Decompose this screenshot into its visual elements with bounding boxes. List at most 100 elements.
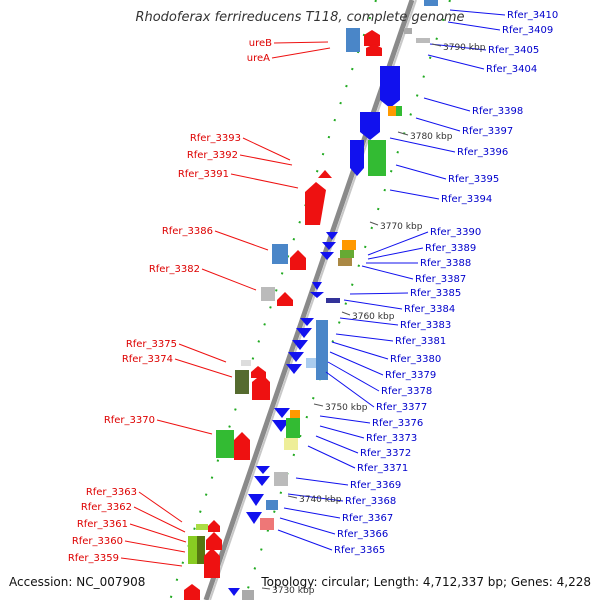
kbp-tick — [369, 221, 379, 226]
leader-line — [327, 361, 380, 392]
gene-block — [342, 240, 356, 250]
leader-line — [429, 43, 487, 51]
reverse-genes — [228, 0, 438, 600]
gene-block — [261, 287, 275, 301]
genome-backbone — [203, 0, 415, 600]
leader-line — [129, 523, 187, 543]
reverse-gene-label: Rfer_3405 — [488, 45, 539, 56]
leader-line — [361, 265, 414, 280]
reverse-gene-label: Rfer_3368 — [345, 496, 396, 507]
leader-line — [174, 358, 233, 378]
leader-line — [273, 41, 329, 44]
kbp-label: 3730 kbp — [272, 586, 315, 596]
reverse-gene-label: Rfer_3371 — [357, 463, 408, 474]
kbp-tick — [261, 587, 271, 590]
kbp-label: 3770 kbp — [380, 222, 423, 232]
reverse-gene-label: Rfer_3376 — [372, 418, 423, 429]
leader-line — [242, 137, 291, 161]
reverse-gene-label: Rfer_3378 — [381, 386, 432, 397]
leader-line — [214, 230, 269, 251]
gene-arrow — [204, 548, 220, 578]
forward-gene-label: ureA — [247, 53, 270, 64]
gene-arrow — [256, 466, 270, 474]
forward-gene-label: Rfer_3386 — [162, 226, 213, 237]
leader-line — [315, 435, 359, 454]
forward-gene-label: ureB — [249, 38, 272, 49]
forward-gene-label: Rfer_3359 — [68, 553, 119, 564]
gene-block — [346, 28, 360, 52]
reverse-gene-label: Rfer_3372 — [360, 448, 411, 459]
reverse-gene-label: Rfer_3410 — [507, 10, 558, 21]
gene-arrow — [350, 140, 364, 176]
gene-arrow — [305, 182, 326, 225]
gene-arrow — [228, 588, 240, 596]
reverse-gene-label: Rfer_3385 — [410, 288, 461, 299]
gene-arrow — [310, 292, 324, 298]
gene-arrow — [184, 584, 200, 600]
gene-arrow — [364, 30, 380, 46]
leader-line — [395, 164, 447, 180]
leader-line — [124, 540, 186, 553]
gene-arrow — [322, 242, 336, 250]
gene-block — [235, 370, 249, 394]
gene-block — [416, 38, 430, 43]
leader-line — [423, 97, 471, 112]
forward-gene-label: Rfer_3382 — [149, 264, 200, 275]
gene-arrow — [360, 112, 380, 140]
gene-block — [388, 106, 396, 116]
leader-line — [329, 351, 384, 376]
gene-arrow — [366, 44, 382, 56]
forward-gene-label: Rfer_3370 — [104, 415, 155, 426]
gene-arrow — [246, 512, 262, 524]
kbp-tick — [341, 311, 351, 316]
reverse-gene-label: Rfer_3366 — [337, 529, 388, 540]
leader-line — [449, 9, 506, 16]
forward-gene-label: Rfer_3362 — [81, 502, 132, 513]
map-title: Rhodoferax ferrireducens T118, complete … — [135, 10, 465, 25]
gene-block — [260, 518, 274, 530]
forward-gene-label: Rfer_3360 — [72, 536, 123, 547]
reverse-gene-label: Rfer_3367 — [342, 513, 393, 524]
gene-arrow — [277, 292, 293, 306]
reverse-gene-label: Rfer_3369 — [350, 480, 401, 491]
kbp-label: 3740 kbp — [299, 495, 342, 505]
gene-arrow — [252, 374, 270, 400]
reverse-gene-label: Rfer_3409 — [502, 25, 553, 36]
reverse-gene-label: Rfer_3373 — [366, 433, 417, 444]
leader-line — [367, 231, 429, 256]
kbp-label: 3780 kbp — [410, 132, 453, 142]
leader-line — [389, 137, 456, 153]
reverse-gene-label: Rfer_3390 — [430, 227, 481, 238]
leader-line — [319, 425, 365, 439]
gene-block — [396, 106, 402, 116]
leader-line — [156, 419, 213, 435]
reverse-gene-label: Rfer_3379 — [385, 370, 436, 381]
reverse-gene-label: Rfer_3377 — [376, 402, 427, 413]
gene-block — [306, 358, 316, 368]
leader-line — [325, 371, 375, 408]
leader-line — [201, 268, 257, 291]
gene-block — [266, 500, 278, 510]
gene-block — [242, 590, 254, 600]
leader-line — [339, 317, 399, 326]
gene-arrow — [290, 250, 306, 270]
leader-line — [230, 173, 299, 189]
kbp-tick — [313, 403, 324, 407]
forward-gene-label: Rfer_3393 — [190, 133, 241, 144]
forward-gene-label: Rfer_3363 — [86, 487, 137, 498]
gene-block — [326, 298, 340, 303]
kbp-tick — [431, 43, 442, 47]
gene-block — [216, 430, 234, 458]
gene-arrow — [380, 66, 400, 108]
gene-arrow — [274, 408, 290, 418]
leader-line — [307, 445, 356, 469]
reverse-gene-label: Rfer_3383 — [400, 320, 451, 331]
leader-line — [343, 299, 403, 310]
gene-block — [404, 28, 412, 34]
forward-genes — [184, 28, 382, 600]
gene-arrow — [326, 232, 338, 240]
leader-line — [279, 517, 336, 535]
reverse-gene-label: Rfer_3389 — [425, 243, 476, 254]
reverse-gene-label: Rfer_3388 — [420, 258, 471, 269]
